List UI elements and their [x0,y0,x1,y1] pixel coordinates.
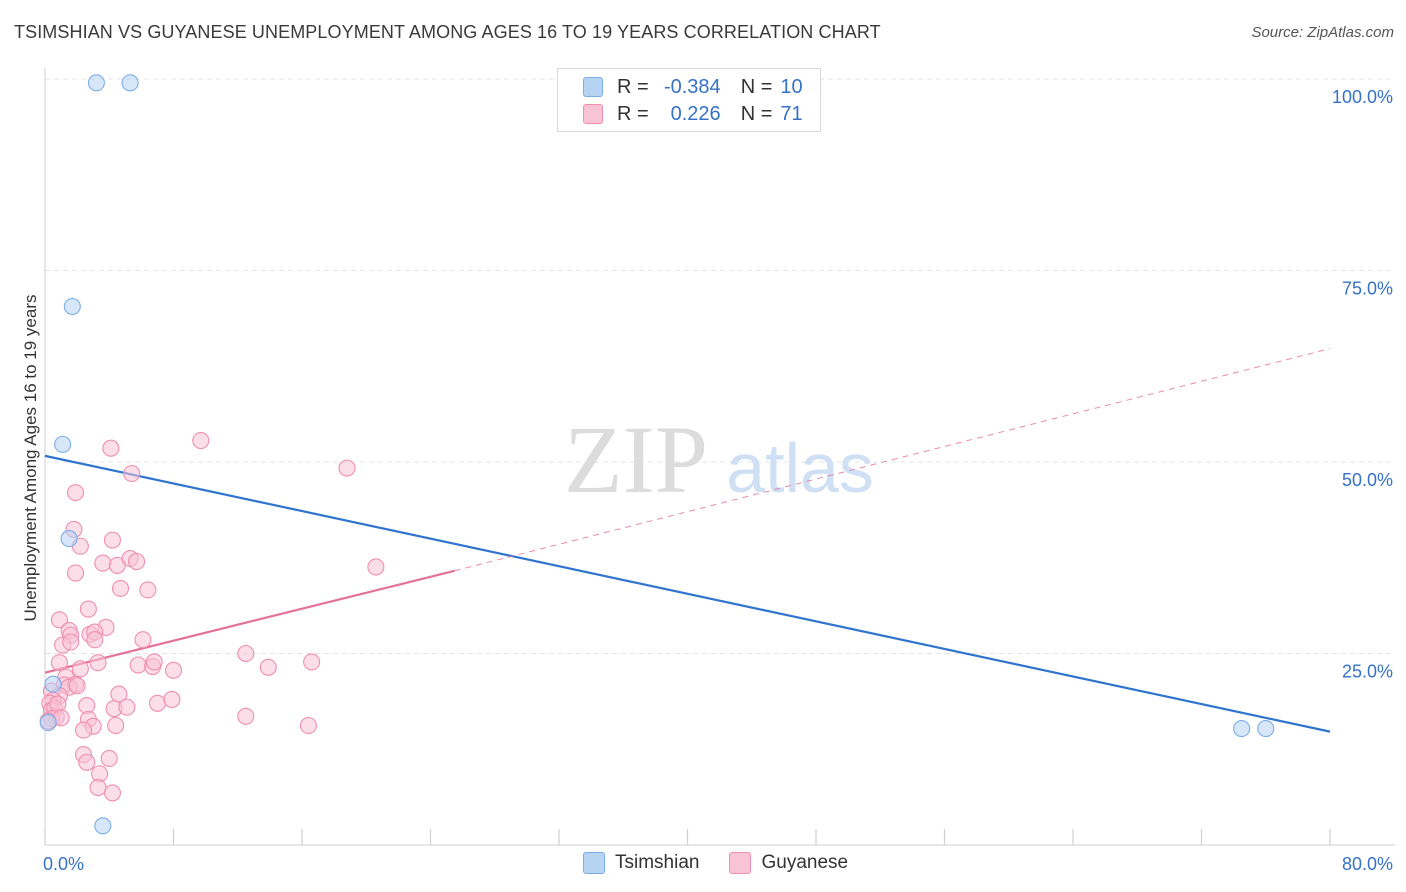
y-tick-label: 100.0% [1332,87,1393,107]
data-point-guyanese [237,707,255,725]
tsimshian-swatch [583,77,603,97]
data-point-guyanese [259,658,277,676]
data-point-tsimshian [1233,720,1251,738]
chart-title: TSIMSHIAN VS GUYANESE UNEMPLOYMENT AMONG… [14,22,881,42]
watermark-atlas: atlas [726,429,874,507]
data-point-guyanese [78,753,96,771]
data-point-guyanese [128,553,146,571]
tsimshian-swatch [583,852,605,874]
x-tick-label-min: 0.0% [43,854,84,874]
data-point-tsimshian [54,435,72,453]
guyanese-swatch [583,104,603,124]
data-point-guyanese [111,579,130,597]
data-point-guyanese [66,564,85,582]
data-points [39,74,1275,835]
data-point-guyanese [89,778,107,797]
data-point-tsimshian [60,530,78,548]
data-point-guyanese [134,631,152,649]
data-point-guyanese [71,660,89,678]
x-tick-label-max: 80.0% [1342,854,1393,874]
data-point-guyanese [79,600,97,618]
data-point-tsimshian [44,675,62,693]
legend-row-tsimshian: R = -0.384 N = 10 [583,75,803,99]
data-point-guyanese [299,716,317,735]
legend-item-guyanese: Guyanese [729,852,848,874]
data-point-guyanese [68,677,86,695]
data-point-tsimshian [39,713,57,731]
data-point-guyanese [118,698,136,716]
data-point-guyanese [192,432,210,450]
data-point-tsimshian [87,74,105,92]
y-axis-label: Unemployment Among Ages 16 to 19 years [21,295,40,622]
chart-source: Source: ZipAtlas.com [1251,24,1394,41]
data-point-tsimshian [121,74,139,92]
trend-lines [44,348,1331,733]
data-point-guyanese [237,644,255,663]
data-point-guyanese [62,633,80,651]
y-tick-label: 50.0% [1342,470,1393,490]
data-point-guyanese [164,661,183,679]
legend-label-tsimshian: Tsimshian [615,852,700,873]
y-tick-label: 75.0% [1342,279,1393,299]
data-point-guyanese [50,654,69,672]
legend-row-guyanese: R = 0.226 N = 71 [583,102,803,126]
legend-r-label: R = [617,102,649,125]
guyanese-swatch [729,852,752,874]
legend-label-guyanese: Guyanese [761,852,849,873]
data-point-guyanese [123,464,141,483]
data-point-guyanese [139,581,157,599]
data-point-guyanese [103,531,122,549]
gridlines [45,78,1395,654]
axes [44,68,1395,846]
trend-line-tsimshian [44,454,1331,733]
watermark-zip: ZIP [564,406,708,513]
legend-n-value-guyanese: 71 [780,102,803,125]
data-point-guyanese [103,784,122,802]
data-point-guyanese [50,611,69,629]
trend-line-guyanese [44,569,455,674]
y-tick-label: 25.0% [1342,662,1393,682]
data-point-tsimshian [1257,720,1275,738]
data-point-tsimshian [63,297,81,316]
legend-n-label: N = [740,102,773,125]
data-point-guyanese [129,656,147,674]
data-point-guyanese [338,459,356,477]
data-point-guyanese [107,716,125,735]
trend-extension-guyanese [454,348,1331,572]
tick-labels: 25.0% 50.0% 75.0% 100.0% 0.0% 80.0% [43,87,1393,874]
data-point-tsimshian [94,817,112,835]
data-point-guyanese [148,694,166,712]
legend-r-label: R = [617,75,649,98]
data-point-guyanese [66,484,85,502]
data-point-guyanese [303,653,321,671]
legend-item-tsimshian: Tsimshian [583,852,699,874]
series-legend: Tsimshian Guyanese [583,852,878,874]
watermark: ZIP atlas [564,406,874,513]
legend-r-value-guyanese: 0.226 [670,102,721,125]
correlation-legend: R = -0.384 N = 10 R = 0.226 N = 71 [557,68,821,132]
data-point-guyanese [102,439,120,457]
legend-n-value-tsimshian: 10 [780,75,803,98]
data-point-guyanese [75,721,93,739]
data-point-guyanese [86,631,104,649]
data-point-guyanese [163,690,181,709]
legend-r-value-tsimshian: -0.384 [663,75,721,98]
data-point-guyanese [367,558,385,576]
data-point-guyanese [100,749,118,767]
data-point-guyanese [94,554,112,572]
legend-n-label: N = [740,75,773,98]
data-point-guyanese [89,654,107,672]
data-point-guyanese [145,653,163,671]
